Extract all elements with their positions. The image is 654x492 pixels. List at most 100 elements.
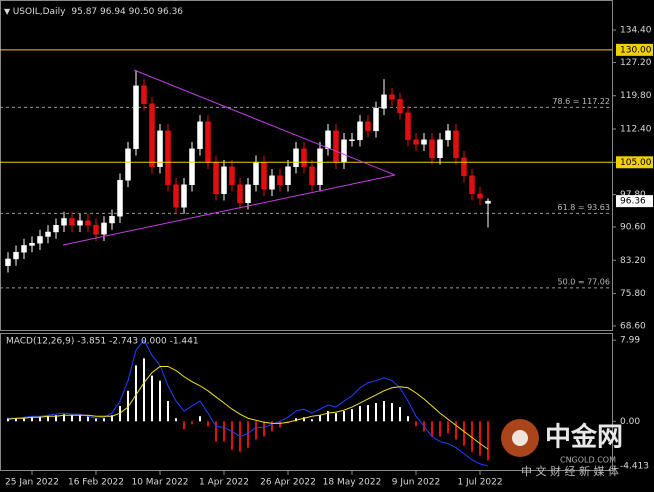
candle-body [485,200,491,204]
main-panel-frame [0,0,613,331]
candle-body [245,184,251,203]
macd-line [8,339,489,467]
candle-body [173,184,179,208]
candle-body [189,148,195,186]
last-price-box [616,195,653,208]
macd-title: MACD(12,26,9) -3.851 -2.743 0.000 -1.441 [6,337,199,347]
y-tick-label: 83.20 [620,256,646,266]
x-tick-label: 26 Apr 2022 [260,478,316,488]
candle-body [453,130,459,159]
candle-body [445,130,451,141]
candle-body [221,166,227,195]
y-tick-label: 0.00 [620,417,640,427]
candle-body [365,121,371,132]
candle-body [37,236,43,244]
candle-body [317,148,323,186]
x-tick-label: 25 Jan 2022 [5,478,59,488]
candle-body [309,166,315,186]
x-tick-label: 1 Apr 2022 [199,478,249,488]
candle-body [213,162,219,195]
candle-body [93,224,99,235]
candle-body [333,130,339,163]
fib-label: 50.0 = 77.06 [557,277,610,286]
y-tick-label: 127.20 [620,58,652,68]
candle-body [29,242,35,246]
y-tick-label: 68.60 [620,321,646,331]
y-tick-label: 75.80 [620,289,646,299]
watermark-brand: 中金网 [545,422,623,453]
candle-body [461,157,467,177]
x-tick-label: 16 Feb 2022 [68,478,124,488]
candle-body [181,184,187,208]
x-tick-label: 10 Mar 2022 [131,478,188,488]
watermark-logo-inner [512,430,528,446]
watermark-site: CNGOLD.COM [560,456,616,465]
candle-body [373,108,379,132]
candle-body [397,99,403,114]
candle-body [469,175,475,195]
candle-body [405,112,411,141]
candle-body [421,139,427,145]
candle-body [21,245,27,253]
candle-body [205,121,211,163]
watermark-slogan: 中 文 财 经 新 媒 体 [521,464,619,478]
chart-title: USOIL,Daily [13,7,66,17]
candle-body [5,258,11,266]
candle-body [197,121,203,150]
candle-body [325,130,331,150]
watermark: 中金网 CNGOLD.COM 中 文 财 经 新 媒 体 [501,419,623,478]
y-tick-label: 7.99 [620,336,640,346]
y-tick-label: 134.40 [620,26,652,36]
candle-body [149,103,155,168]
candle-body [429,139,435,159]
candle-body [157,130,163,168]
candle-body [357,121,363,141]
candle-body [133,85,139,150]
candle-body [229,166,235,186]
candle-body [389,94,395,100]
candle-body [437,139,443,159]
candle-body [413,139,419,145]
candle-body [293,148,299,168]
level-label: 130.00 [620,45,652,55]
candle-body [53,224,59,233]
header-arrow: ▼ [4,7,13,16]
candle-body [301,148,307,168]
triangle-line [62,174,396,246]
macd-panel-frame [0,333,613,471]
ohlc-text: 95.87 96.94 90.50 96.36 [71,7,183,17]
candle-body [285,166,291,186]
candle-body [277,175,283,186]
header: ▼ USOIL,Daily 95.87 96.94 90.50 96.36 [4,7,183,17]
candle-body [61,218,67,226]
triangle-line [133,69,396,176]
x-tick-label: 9 Jun 2022 [392,478,440,488]
level-label-box [616,43,653,56]
macd-line [7,365,489,450]
candle-body [109,215,115,224]
candle-body [69,218,75,226]
candle-body [13,251,19,260]
candle-body [253,162,259,186]
candle-body [269,175,275,190]
last-price-label: 96.36 [620,197,646,207]
y-tick-label: 112.40 [620,125,652,135]
candle-body [125,148,131,181]
candle-body [261,162,267,190]
candle-body [237,184,243,203]
candle-body [141,85,147,105]
level-label: 105.00 [620,158,652,168]
x-tick-label: 1 Jul 2022 [457,478,502,488]
level-label-box [616,156,653,169]
candle-body [477,193,483,199]
y-tick-label: -4.413 [620,462,649,472]
y-tick-label: 119.80 [620,91,652,101]
candle-body [349,139,355,142]
y-tick-label: 90.60 [620,223,646,233]
candle-body [381,94,387,109]
candle-body [117,180,123,217]
candle-body [101,222,107,235]
candle-body [45,231,51,237]
